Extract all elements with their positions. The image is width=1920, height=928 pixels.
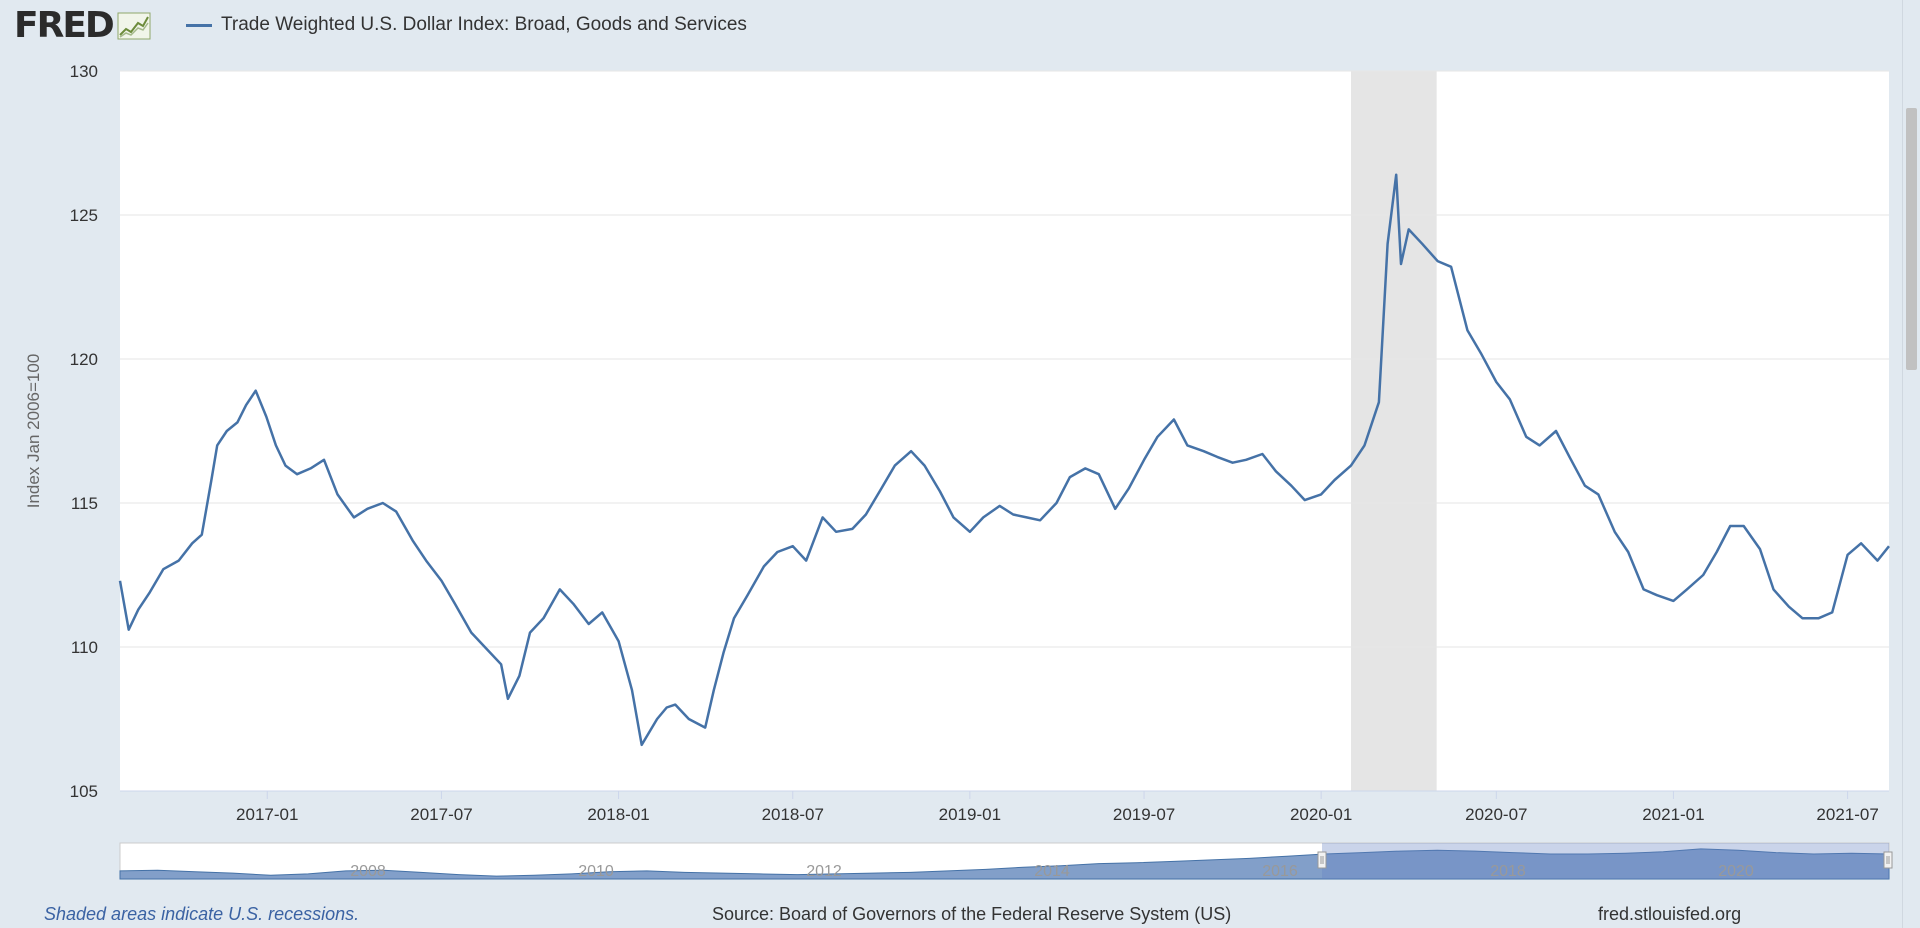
recession-note: Shaded areas indicate U.S. recessions. (44, 904, 360, 924)
fred-logo-text: FRED (14, 5, 115, 46)
chart-area: 105 110 115 120 125 130 2017-01 2017-07 2018-01 2… (24, 62, 1893, 880)
navigator-handle[interactable] (1317, 851, 1327, 869)
x-tick-label: 2021-01 (1642, 805, 1704, 824)
chart-legend[interactable]: Trade Weighted U.S. Dollar Index: Broad,… (186, 12, 747, 38)
y-tick-label: 110 (71, 638, 98, 657)
y-tick-label: 120 (70, 350, 98, 369)
navigator-label: 2016 (1262, 863, 1298, 880)
navigator-label: 2008 (350, 863, 386, 880)
navigator-label: 2010 (578, 863, 614, 880)
navigator-handle[interactable] (1883, 851, 1893, 869)
y-tick-label: 115 (71, 494, 98, 513)
y-tick-label: 130 (70, 62, 98, 81)
x-tick-label: 2020-01 (1290, 805, 1352, 824)
fred-url-link[interactable]: fred.stlouisfed.org (1598, 904, 1742, 924)
x-tick-label: 2018-01 (587, 805, 649, 824)
legend-swatch (186, 23, 212, 27)
legend-label: Trade Weighted U.S. Dollar Index: Broad,… (221, 14, 747, 35)
x-tick-label: 2019-01 (939, 805, 1001, 824)
navigator-label: 2020 (1718, 863, 1754, 880)
x-tick-label: 2017-01 (236, 805, 298, 824)
y-axis-label: Index Jan 2006=100 (24, 354, 43, 509)
y-tick-label: 125 (70, 206, 98, 225)
fred-logo[interactable]: FRED (14, 6, 151, 46)
x-tick-label: 2020-07 (1465, 805, 1527, 824)
x-tick-label: 2021-07 (1816, 805, 1878, 824)
navigator-label: 2014 (1034, 863, 1070, 880)
y-tick-label: 105 (70, 782, 98, 801)
series-line[interactable] (118, 173, 1890, 747)
navigator-series (119, 848, 1890, 880)
navigator-label: 2012 (806, 863, 842, 880)
chart-header: FRED Trade Weighted U.S. Dollar Index: B… (0, 0, 1900, 50)
scrollbar-thumb[interactable] (1906, 108, 1917, 370)
plot-background (120, 71, 1889, 791)
navigator-selection[interactable] (1322, 843, 1889, 879)
x-tick-label: 2017-07 (410, 805, 472, 824)
x-tick-label: 2018-07 (762, 805, 824, 824)
x-tick-label: 2019-07 (1113, 805, 1175, 824)
page-scrollbar[interactable] (1902, 0, 1920, 928)
navigator-label: 2018 (1490, 863, 1526, 880)
recession-shade (1350, 71, 1437, 791)
line-graph-icon (117, 12, 151, 40)
source-text: Source: Board of Governors of the Federa… (712, 904, 1232, 924)
